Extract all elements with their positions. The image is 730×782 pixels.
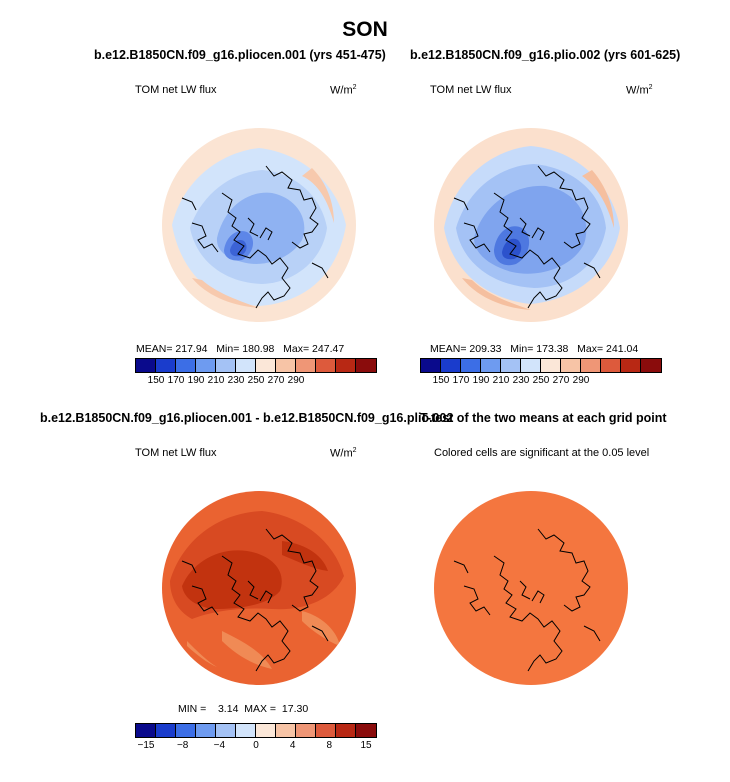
colorbar-tick-label: 210: [492, 375, 510, 386]
panel-3-variable: TOM net LW flux: [135, 447, 217, 459]
colorbar-swatch: [601, 359, 621, 372]
colorbar-tick-label: 290: [572, 375, 590, 386]
panel-2-stats: MEAN= 209.33 Min= 173.38 Max= 241.04: [430, 343, 639, 355]
panel-1-stats: MEAN= 217.94 Min= 180.98 Max= 247.47: [136, 343, 345, 355]
colorbar-swatch: [316, 359, 336, 372]
panel-2-variable: TOM net LW flux: [430, 84, 512, 96]
colorbar-swatch: [136, 724, 156, 737]
colorbar-tick-label: 170: [167, 375, 185, 386]
colorbar-swatch: [336, 724, 356, 737]
panel-2-units: W/m2: [626, 84, 653, 97]
colorbar-tick-label: 210: [207, 375, 225, 386]
colorbar-swatch: [236, 724, 256, 737]
colorbar-swatch: [296, 359, 316, 372]
colorbar-swatch: [581, 359, 601, 372]
colorbar-swatch: [136, 359, 156, 372]
panel-3-units: W/m2: [330, 447, 357, 460]
colorbar-tick-label: 8: [326, 740, 333, 751]
colorbar-tick-label: 170: [452, 375, 470, 386]
colorbar-swatch: [441, 359, 461, 372]
colorbar-tick-label: 230: [227, 375, 245, 386]
colorbar-swatch: [461, 359, 481, 372]
panel-2-title: b.e12.B1850CN.f09_g16.plio.002 (yrs 601-…: [410, 48, 681, 62]
map-panel-1: [162, 128, 356, 322]
colorbar-swatch: [356, 724, 376, 737]
colorbar-swatch: [276, 359, 296, 372]
colorbar-panel-2: [420, 358, 662, 373]
panel-4-title: T-test of the two means at each grid poi…: [420, 411, 667, 425]
panel-1-units: W/m2: [330, 84, 357, 97]
colorbar-tick-label: −15: [137, 740, 155, 751]
colorbar-tick-label: 150: [432, 375, 450, 386]
colorbar-tick-label: 4: [289, 740, 296, 751]
colorbar-tick-label: 230: [512, 375, 530, 386]
colorbar-swatch: [276, 724, 296, 737]
colorbar-swatch: [196, 724, 216, 737]
coastline-2: [453, 165, 601, 309]
panel-3-title: b.e12.B1850CN.f09_g16.pliocen.001 - b.e1…: [40, 411, 454, 425]
colorbar-swatch: [176, 359, 196, 372]
colorbar-tick-label: 270: [552, 375, 570, 386]
colorbar-swatch: [481, 359, 501, 372]
coastline-1: [181, 165, 329, 309]
colorbar-swatch: [216, 724, 236, 737]
colorbar-tick-label: 250: [247, 375, 265, 386]
colorbar-tick-label: 150: [147, 375, 165, 386]
colorbar-tick-label: 250: [532, 375, 550, 386]
colorbar-tick-label: 190: [472, 375, 490, 386]
colorbar-tick-label: 0: [253, 740, 259, 751]
panel-1-variable: TOM net LW flux: [135, 84, 217, 96]
panel-3-stats: MIN = 3.14 MAX = 17.30: [178, 703, 309, 715]
colorbar-swatch: [256, 724, 276, 737]
colorbar-swatch: [216, 359, 236, 372]
colorbar-swatch: [196, 359, 216, 372]
season-title: SON: [342, 18, 388, 41]
colorbar-swatch: [296, 724, 316, 737]
colorbar-swatch: [641, 359, 661, 372]
colorbar-swatch: [356, 359, 376, 372]
colorbar-swatch: [236, 359, 256, 372]
colorbar-swatch: [316, 724, 336, 737]
colorbar-panel-3: [135, 723, 377, 738]
coastline-4: [453, 528, 601, 672]
coastline-3: [181, 528, 329, 672]
map-panel-4: [434, 491, 628, 685]
colorbar-swatch: [256, 359, 276, 372]
colorbar-tick-label: 270: [267, 375, 285, 386]
colorbar-swatch: [176, 724, 196, 737]
panel-1-title: b.e12.B1850CN.f09_g16.pliocen.001 (yrs 4…: [94, 48, 386, 62]
colorbar-swatch: [541, 359, 561, 372]
colorbar-swatch: [501, 359, 521, 372]
colorbar-tick-label: −4: [213, 740, 226, 751]
colorbar-swatch: [336, 359, 356, 372]
colorbar-tick-label: −8: [176, 740, 189, 751]
colorbar-panel-1: [135, 358, 377, 373]
map-panel-3: [162, 491, 356, 685]
map-panel-2: [434, 128, 628, 322]
colorbar-tick-label: 15: [360, 740, 372, 751]
colorbar-swatch: [156, 359, 176, 372]
colorbar-swatch: [521, 359, 541, 372]
colorbar-tick-label: 190: [187, 375, 205, 386]
colorbar-swatch: [561, 359, 581, 372]
colorbar-swatch: [156, 724, 176, 737]
colorbar-tick-label: 290: [287, 375, 305, 386]
colorbar-swatch: [621, 359, 641, 372]
colorbar-swatch: [421, 359, 441, 372]
panel-4-subtitle: Colored cells are significant at the 0.0…: [434, 447, 650, 459]
